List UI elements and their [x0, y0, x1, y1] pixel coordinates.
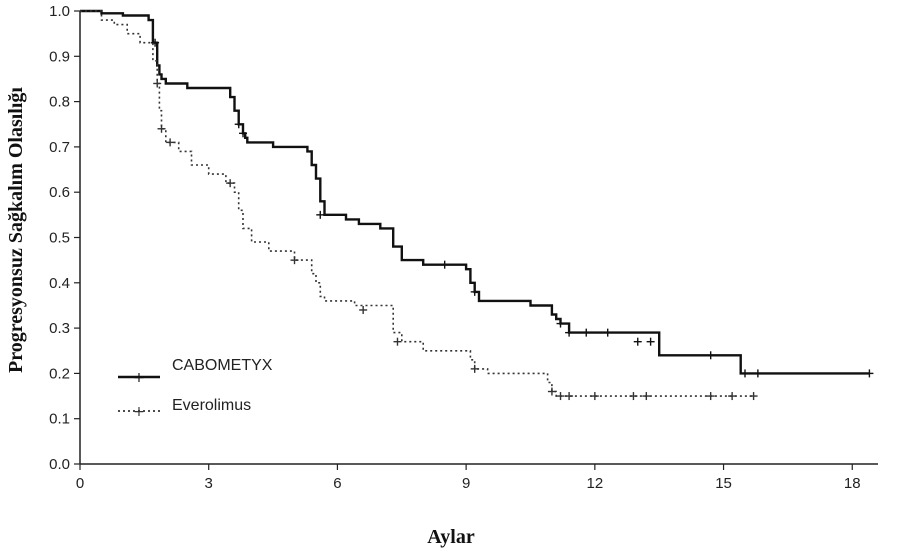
y-tick-label: 0.5 [49, 230, 70, 247]
censor-mark-cabometyx [556, 319, 565, 328]
censor-mark-everolimus [590, 392, 599, 401]
censor-mark-cabometyx [706, 351, 715, 360]
censor-mark-cabometyx [646, 337, 655, 346]
censor-mark-everolimus [470, 364, 479, 373]
censor-mark-cabometyx [565, 328, 574, 337]
legend-marker-everolimus: + [133, 404, 145, 420]
censor-mark-everolimus [153, 79, 162, 88]
legend-label-everolimus: Everolimus [172, 397, 251, 414]
y-tick-label: 0.9 [49, 48, 70, 65]
censor-mark-cabometyx [239, 129, 248, 138]
censor-mark-cabometyx [633, 337, 642, 346]
y-tick-label: 0.4 [49, 275, 70, 292]
series-line-cabometyx [80, 9, 870, 375]
censor-mark-cabometyx [316, 210, 325, 219]
censor-mark-everolimus [166, 138, 175, 147]
series-layer [80, 9, 874, 401]
censor-mark-cabometyx [753, 369, 762, 378]
y-tick-label: 1.0 [49, 3, 70, 20]
censor-mark-cabometyx [865, 369, 874, 378]
censor-mark-cabometyx [741, 369, 749, 378]
censor-mark-everolimus [157, 124, 166, 133]
y-tick-label: 0.7 [49, 139, 70, 156]
axes: 0.0 0.1 0.2 0.3 0.4 0.5 0.6 0.7 0.8 0.9 1.0 0 3 6 9 12 1… [49, 3, 878, 492]
y-tick-label: 0.8 [49, 94, 70, 111]
censor-mark-everolimus [556, 392, 565, 401]
y-tick-label: 0.2 [49, 365, 70, 382]
y-axis-title: Progresyonsuz Sağkalım Olasılığı [5, 87, 27, 373]
censor-mark-cabometyx [151, 38, 160, 47]
censor-mark-everolimus [393, 337, 402, 346]
censor-mark-cabometyx [440, 260, 449, 269]
censor-mark-everolimus [642, 392, 651, 401]
censor-mark-everolimus [359, 305, 368, 314]
censor-mark-everolimus [706, 392, 715, 401]
x-tick-label: 3 [205, 475, 213, 492]
x-tick-label: 12 [586, 475, 603, 492]
y-tick-label: 0.6 [49, 184, 70, 201]
censor-mark-everolimus [547, 387, 556, 396]
y-tick-label: 0.0 [49, 456, 70, 473]
x-tick-label: 9 [462, 475, 470, 492]
legend-marker-cabometyx: + [133, 370, 145, 386]
series-line-everolimus [80, 10, 754, 397]
censor-mark-everolimus [226, 179, 235, 188]
censor-mark-everolimus [565, 392, 574, 401]
y-tick-label: 0.3 [49, 320, 70, 337]
censor-mark-cabometyx [582, 328, 591, 337]
censor-mark-everolimus [749, 392, 758, 401]
x-tick-label: 0 [76, 475, 84, 492]
legend-label-cabometyx: CABOMETYX [172, 357, 273, 374]
x-tick-label: 6 [333, 475, 341, 492]
x-tick-label: 18 [844, 475, 861, 492]
censor-mark-cabometyx [234, 120, 243, 129]
legend: + CABOMETYX + Everolimus [118, 357, 273, 420]
censor-mark-everolimus [290, 256, 299, 265]
y-tick-label: 0.1 [49, 411, 70, 428]
censor-mark-cabometyx [470, 287, 479, 296]
censor-mark-everolimus [629, 392, 638, 401]
x-tick-label: 15 [715, 475, 732, 492]
x-axis-title: Aylar [427, 526, 475, 548]
censor-mark-cabometyx [603, 328, 612, 337]
censor-mark-everolimus [728, 392, 737, 401]
